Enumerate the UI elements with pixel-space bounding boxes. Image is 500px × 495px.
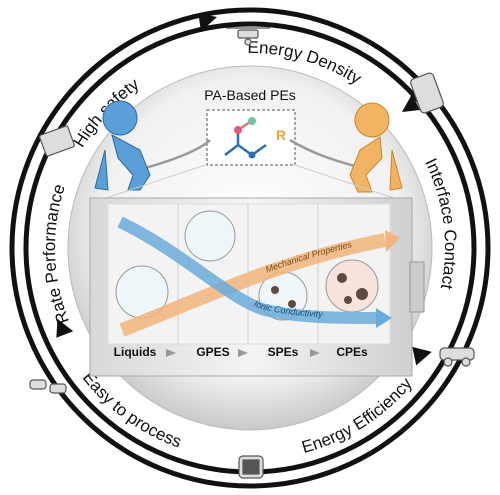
falling-arrowhead: [376, 308, 392, 328]
stage-label: SPEs: [268, 345, 299, 359]
battery-terminal: [409, 261, 425, 313]
phone-icon: [410, 72, 444, 114]
filler-particles: [271, 273, 368, 308]
atom: [248, 117, 256, 125]
atom: [248, 151, 256, 159]
device-icons: [29, 27, 475, 479]
blue-figure: [94, 100, 151, 191]
r-group: R: [276, 127, 286, 143]
center-title: PA-Based PEs: [204, 87, 296, 103]
car-icon: [439, 347, 475, 367]
zoom-lines: [99, 164, 401, 201]
orange-figure: [349, 102, 403, 193]
stage-label: Liquids: [114, 345, 157, 359]
stage-arrows: [166, 349, 320, 357]
watch-icon: [238, 455, 264, 479]
tablet-icon: [39, 125, 75, 157]
ring-arrows: [56, 13, 432, 366]
glasses-icon: [29, 379, 67, 394]
atom: [234, 126, 242, 134]
rising-arrowhead: [385, 230, 400, 252]
drone-icon: [226, 27, 270, 46]
stage-label: CPEs: [336, 345, 368, 359]
stage-label: GPES: [196, 345, 229, 359]
